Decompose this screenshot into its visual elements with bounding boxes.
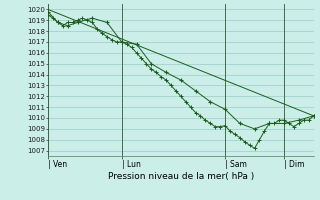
X-axis label: Pression niveau de la mer( hPa ): Pression niveau de la mer( hPa )	[108, 172, 254, 181]
